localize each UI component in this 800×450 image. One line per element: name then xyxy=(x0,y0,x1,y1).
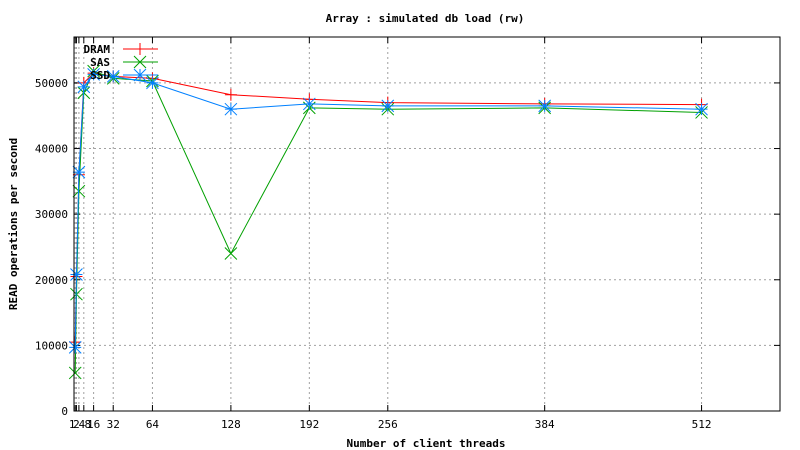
legend-label: SAS xyxy=(90,56,110,69)
legend-label: SSD xyxy=(90,69,110,82)
data-point xyxy=(538,99,552,113)
legend-label: DRAM xyxy=(84,43,111,56)
data-point xyxy=(695,102,708,116)
legend-marker xyxy=(133,55,147,69)
data-point xyxy=(224,247,238,260)
y-tick-label: 40000 xyxy=(35,143,68,156)
series-line xyxy=(74,73,702,348)
data-point xyxy=(224,102,238,116)
series-ssd xyxy=(68,68,708,354)
x-tick-label: 512 xyxy=(692,418,712,431)
legend-marker xyxy=(133,68,147,82)
series-line xyxy=(74,72,702,343)
data-point xyxy=(70,268,83,281)
data-point xyxy=(72,165,86,179)
x-tick-label: 2 xyxy=(73,418,80,431)
data-point xyxy=(87,68,100,81)
series-layer xyxy=(68,64,708,380)
y-axis-label: READ operations per second xyxy=(7,138,20,310)
data-point xyxy=(224,88,237,101)
data-point xyxy=(68,341,82,354)
y-tick-label: 20000 xyxy=(35,274,68,287)
data-point xyxy=(68,366,82,380)
plot-frame xyxy=(73,36,781,412)
x-tick-label: 1 xyxy=(69,418,76,431)
x-axis-label: Number of client threads xyxy=(347,437,506,450)
x-tick-label: 256 xyxy=(378,418,398,431)
data-point xyxy=(106,70,120,83)
data-point xyxy=(146,76,159,90)
x-tick-label: 4 xyxy=(79,418,86,431)
y-tick-label: 0 xyxy=(61,405,68,418)
chart-title: Array : simulated db load (rw) xyxy=(326,12,525,25)
x-tick-label: 32 xyxy=(107,418,120,431)
x-tick-label: 8 xyxy=(84,418,91,431)
data-point xyxy=(302,97,316,111)
y-tick-label: 10000 xyxy=(35,339,68,352)
series-sas xyxy=(68,64,708,380)
y-tick-label: 30000 xyxy=(35,208,68,221)
y-tick-label: 50000 xyxy=(35,77,68,90)
series-line xyxy=(74,70,702,373)
x-tick-label: 384 xyxy=(535,418,555,431)
tick-layer: 0 10000 20000 30000 40000 50000 124 816 32 64 128 1… xyxy=(35,37,780,431)
legend-marker xyxy=(134,43,146,55)
x-tick-label: 128 xyxy=(221,418,241,431)
data-point xyxy=(381,99,395,113)
x-tick-label: 16 xyxy=(87,418,100,431)
grid-layer xyxy=(74,37,780,411)
data-point xyxy=(77,80,91,94)
x-tick-label: 192 xyxy=(299,418,319,431)
x-tick-label: 64 xyxy=(146,418,160,431)
